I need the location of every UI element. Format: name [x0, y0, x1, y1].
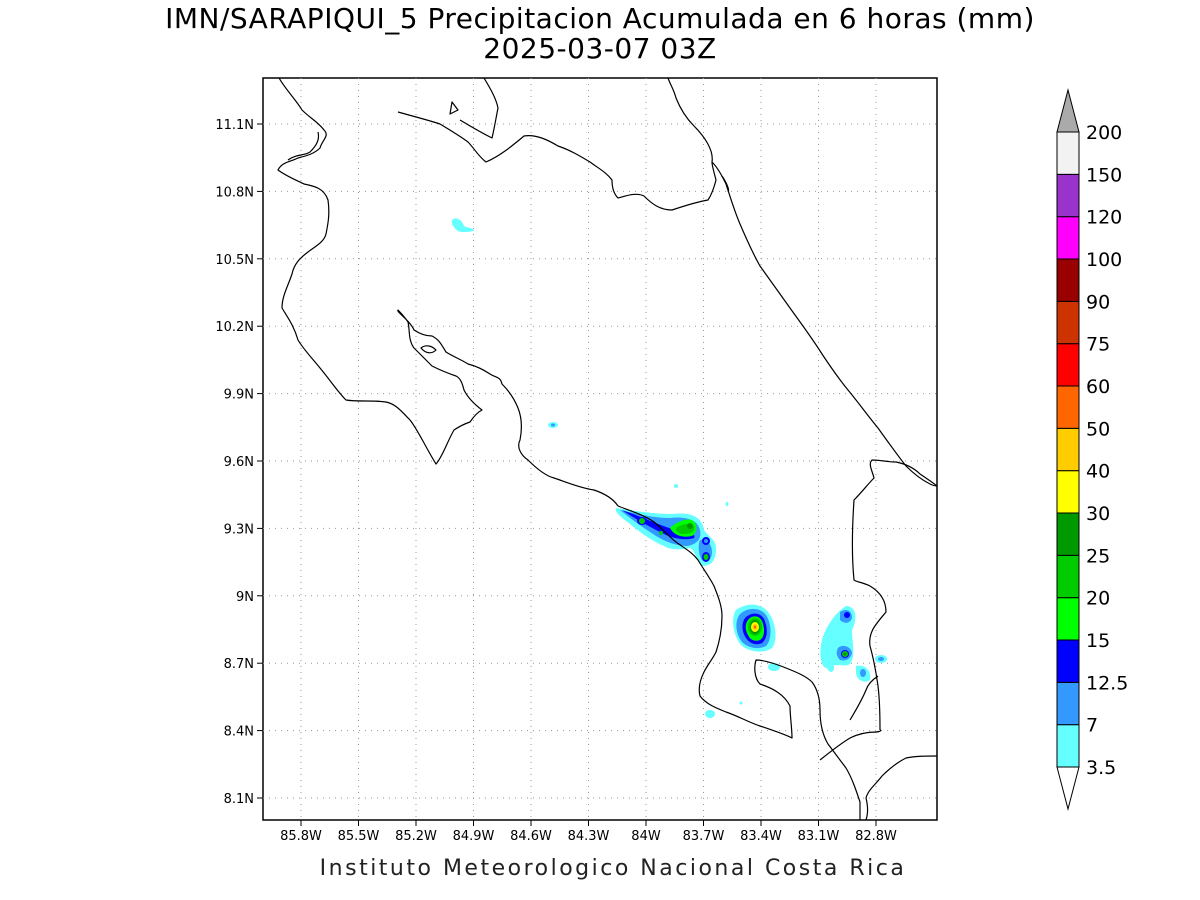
- colorbar-label: 7: [1086, 715, 1098, 737]
- coastlines-borders: [277, 78, 937, 820]
- rain-cell: [753, 625, 757, 629]
- rain-cell: [878, 657, 884, 661]
- lon-tick-label: 85.8W: [280, 829, 322, 844]
- lat-tick-label: 10.5N: [215, 253, 254, 268]
- colorbar-swatch: [1056, 385, 1080, 429]
- lon-tick-label: 85.5W: [338, 829, 380, 844]
- colorbar-label: 12.5: [1086, 672, 1128, 694]
- lon-tick-label: 84.3W: [568, 829, 610, 844]
- lon-tick-label: 82.8W: [855, 829, 897, 844]
- rain-cell: [725, 502, 729, 506]
- rain-cell: [659, 531, 663, 535]
- colorbar-label: 40: [1086, 461, 1110, 483]
- map-frame: [262, 77, 938, 821]
- rain-cell: [705, 710, 715, 718]
- colorbar-high-triangle: [1056, 88, 1080, 133]
- latitude-ticks: 11.1N 10.8N 10.5N 10.2N 9.9N 9.6N 9.3N 9N 8.7N 8.…: [215, 118, 263, 807]
- rain-cell: [703, 554, 709, 560]
- colorbar-swatch: [1056, 173, 1080, 218]
- colorbar-label: 100: [1086, 249, 1122, 271]
- rain-cell: [827, 663, 835, 672]
- lon-tick-label: 84.9W: [453, 829, 495, 844]
- lat-tick-label: 10.2N: [215, 320, 254, 335]
- lat-tick-label: 9N: [236, 590, 254, 605]
- rain-cell: [674, 484, 678, 488]
- longitude-ticks: 85.8W 85.5W 85.2W 84.9W 84.6W 84.3W 84W 83.7W 83…: [280, 820, 897, 844]
- colorbar-swatch: [1056, 131, 1080, 175]
- colorbar-swatch: [1056, 470, 1080, 514]
- colorbar-swatch: [1056, 343, 1080, 387]
- institution-footer: Instituto Meteorologico Nacional Costa R…: [319, 856, 907, 881]
- lon-tick-label: 83.7W: [683, 829, 725, 844]
- rain-cell: [704, 539, 708, 543]
- lat-tick-label: 11.1N: [215, 118, 254, 133]
- rain-cell: [687, 523, 693, 529]
- colorbar-label: 3.5: [1086, 757, 1116, 779]
- colorbar-label: 25: [1086, 545, 1110, 567]
- rain-cell: [844, 612, 850, 618]
- colorbar-label: 20: [1086, 588, 1110, 610]
- lon-tick-label: 84.6W: [510, 829, 552, 844]
- lat-tick-label: 8.4N: [224, 725, 254, 740]
- colorbar-label: 15: [1086, 630, 1110, 652]
- lat-tick-label: 9.9N: [224, 388, 254, 403]
- map-subtitle-date: 2025-03-07 03Z: [483, 32, 717, 65]
- lat-tick-label: 9.3N: [224, 522, 254, 537]
- rain-cell: [551, 423, 555, 427]
- lat-tick-label: 10.8N: [215, 185, 254, 200]
- colorbar-low-triangle: [1056, 766, 1080, 811]
- rain-cell: [639, 518, 645, 524]
- lon-tick-label: 85.2W: [395, 829, 437, 844]
- colorbar-swatch: [1056, 216, 1080, 260]
- lat-tick-label: 9.6N: [224, 455, 254, 470]
- colorbar-swatch: [1056, 597, 1080, 641]
- rain-cell: [451, 218, 474, 233]
- lon-tick-label: 83.4W: [740, 829, 782, 844]
- map-gridlines: [263, 78, 937, 820]
- colorbar-label: 30: [1086, 503, 1110, 525]
- colorbar-label: 120: [1086, 207, 1122, 229]
- colorbar-swatch: [1056, 512, 1080, 556]
- colorbar-swatch: [1056, 300, 1080, 345]
- colorbar-swatch: [1056, 639, 1080, 683]
- colorbar-label: 90: [1086, 291, 1110, 313]
- colorbar-label: 75: [1086, 334, 1110, 356]
- lat-tick-label: 8.7N: [224, 657, 254, 672]
- colorbar-swatch: [1056, 258, 1080, 302]
- lon-tick-label: 84W: [631, 829, 661, 844]
- rain-cell: [739, 701, 743, 705]
- colorbar-label: 50: [1086, 418, 1110, 440]
- lat-tick-label: 8.1N: [224, 792, 254, 807]
- rain-cell: [860, 669, 866, 677]
- lon-tick-label: 83.1W: [798, 829, 840, 844]
- rain-cell: [843, 652, 847, 656]
- colorbar-swatch: [1056, 554, 1080, 599]
- map-title: IMN/SARAPIQUI_5 Precipitacion Acumulada …: [165, 2, 1035, 35]
- colorbar-swatch: [1056, 681, 1080, 726]
- colorbar-label: 150: [1086, 164, 1122, 186]
- precipitation-cells: [451, 218, 887, 718]
- colorbar-swatch: [1056, 724, 1080, 768]
- precipitation-colorbar: 3.5 7 12.5 15 20 25 30 40 50 60 75 90 100 120 150 200: [1056, 88, 1128, 811]
- colorbar-swatch: [1056, 427, 1080, 472]
- colorbar-label: 200: [1086, 122, 1122, 144]
- colorbar-label: 60: [1086, 376, 1110, 398]
